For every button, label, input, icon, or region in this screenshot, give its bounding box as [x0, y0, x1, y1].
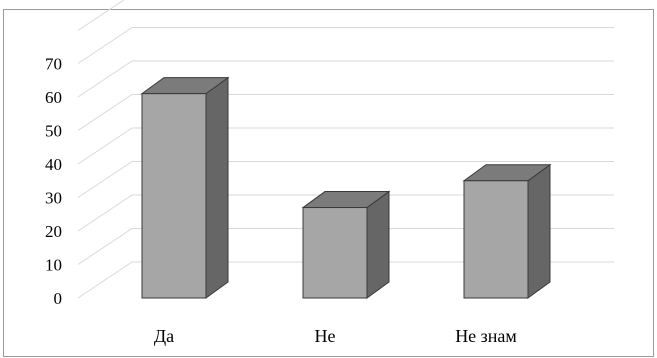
y-tick-label: 20 [45, 222, 62, 241]
y-tick-label: 40 [45, 155, 62, 174]
bar-front-face [142, 94, 206, 298]
bar-side-face [367, 192, 389, 298]
y-tick-label: 60 [45, 88, 62, 107]
y-tick-label: 50 [45, 122, 62, 141]
y-axis-ticks: 0 10 20 30 40 50 60 70 [45, 55, 62, 309]
bar-Не [303, 192, 389, 298]
bar-side-face [206, 78, 228, 298]
bar-Не знам [464, 165, 550, 298]
x-axis-labels: Да Не Не знам [154, 326, 517, 346]
y-tick-label: 0 [54, 289, 63, 308]
bar-Да [142, 78, 228, 298]
y-tick-label: 10 [45, 256, 62, 275]
y-tick-label: 70 [45, 55, 62, 74]
y-tick-label: 30 [45, 189, 62, 208]
bars [142, 78, 550, 298]
bar-front-face [303, 208, 367, 298]
gridline-70 [78, 28, 614, 64]
gridline-top [78, 0, 614, 31]
x-category-label: Не знам [455, 326, 517, 346]
x-category-label: Не [315, 326, 336, 346]
x-category-label: Да [154, 326, 174, 346]
bar-side-face [528, 165, 550, 298]
bar-front-face [464, 181, 528, 298]
